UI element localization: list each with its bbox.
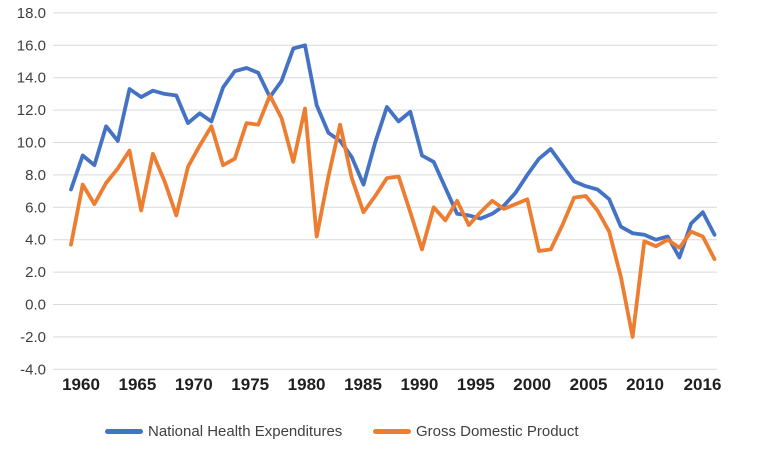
y-tick-label: 2.0 <box>25 264 46 281</box>
legend-swatch-gdp <box>373 429 411 434</box>
y-tick-label: 12.0 <box>17 102 46 119</box>
y-tick-label: 4.0 <box>25 232 46 249</box>
legend-swatch-nhe <box>105 429 143 434</box>
y-tick-label: 16.0 <box>17 37 46 54</box>
x-tick-label: 1970 <box>175 375 213 394</box>
x-tick-label: 2000 <box>513 375 551 394</box>
series-line-gross-domestic-product <box>69 93 717 339</box>
y-tick-label: -2.0 <box>20 329 46 346</box>
gridlines <box>53 12 717 370</box>
x-tick-label: 1980 <box>288 375 326 394</box>
legend-item-gross-domestic-product: Gross Domestic Product <box>373 423 579 440</box>
y-tick-label: 0.0 <box>25 297 46 314</box>
y-tick-label: 18.0 <box>17 5 46 22</box>
chart-legend: National Health Expenditures Gross Domes… <box>0 421 765 445</box>
legend-item-national-health-expenditures: National Health Expenditures <box>105 423 342 440</box>
legend-label-nhe: National Health Expenditures <box>148 423 343 440</box>
x-axis-tick-labels: 1960 1965 1970 1975 1980 1985 1990 1995 2000 2005… <box>62 375 721 394</box>
x-tick-label: 1960 <box>62 375 100 394</box>
x-tick-label: 1985 <box>344 375 382 394</box>
x-tick-label: 1975 <box>231 375 269 394</box>
x-tick-label: 2005 <box>570 375 608 394</box>
y-axis-tick-labels: 18.0 16.0 14.0 12.0 10.0 8.0 6.0 4.0 2.0 0.0 -2.0 -… <box>17 5 46 378</box>
y-tick-label: 6.0 <box>25 199 46 216</box>
x-tick-label: 1995 <box>457 375 495 394</box>
x-tick-label: 2010 <box>626 375 664 394</box>
legend-label-gdp: Gross Domestic Product <box>416 423 579 440</box>
x-tick-label: 1965 <box>118 375 156 394</box>
y-tick-label: 8.0 <box>25 167 46 184</box>
x-tick-label: 1990 <box>400 375 438 394</box>
x-tick-label: 2016 <box>684 375 722 394</box>
y-tick-label: 14.0 <box>17 70 46 87</box>
y-tick-label: -4.0 <box>20 361 46 378</box>
series-line-national-health-expenditures <box>69 43 717 260</box>
y-tick-label: 10.0 <box>17 135 46 152</box>
